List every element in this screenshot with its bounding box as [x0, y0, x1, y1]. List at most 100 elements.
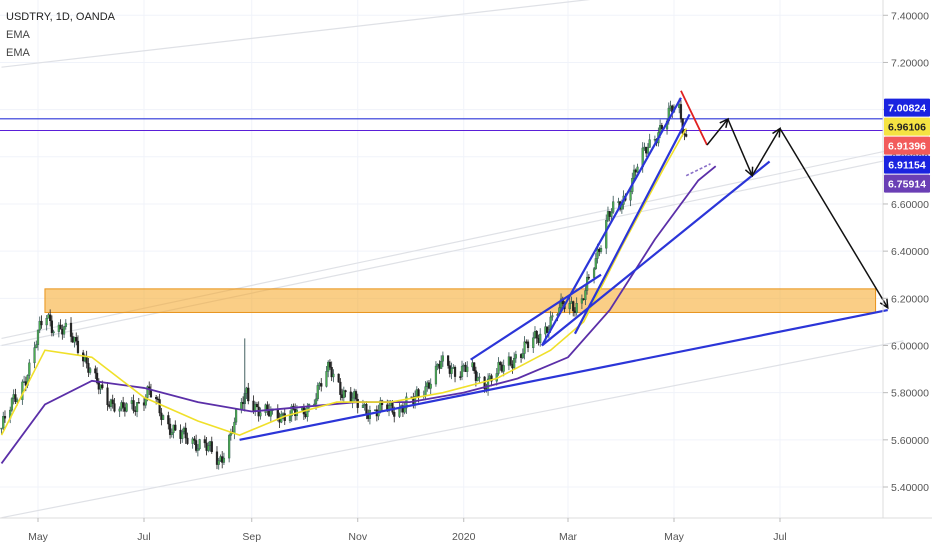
- trendline: [470, 273, 602, 361]
- candle: [71, 332, 74, 343]
- time-axis[interactable]: May Jul Sep Nov 2020 Mar May Jul: [28, 518, 787, 543]
- price-tag-label: 6.96106: [888, 122, 926, 134]
- candle: [441, 351, 444, 367]
- candle: [208, 440, 212, 452]
- candle: [339, 378, 342, 401]
- candle: [365, 401, 368, 420]
- ema-fast-line: [0, 128, 687, 436]
- candle: [643, 142, 646, 151]
- candle: [113, 397, 116, 413]
- candle: [207, 441, 210, 453]
- candle: [584, 285, 587, 306]
- candle: [349, 387, 352, 403]
- chart-legend: USDTRY, 1D, OANDA EMA EMA: [6, 8, 115, 62]
- candle: [132, 394, 135, 414]
- candle: [523, 336, 526, 360]
- candle: [434, 361, 438, 387]
- candle: [10, 397, 14, 412]
- candle: [193, 435, 196, 445]
- candle: [14, 388, 17, 404]
- candle: [245, 386, 248, 400]
- price-tag: 6.91154: [884, 155, 930, 174]
- candle: [580, 294, 584, 310]
- candle: [61, 324, 64, 340]
- candle: [195, 434, 198, 453]
- candle: [679, 100, 683, 123]
- candle: [162, 414, 165, 421]
- candle: [278, 412, 281, 429]
- candle: [606, 206, 610, 222]
- candle: [288, 410, 292, 424]
- candle: [108, 401, 111, 409]
- candle: [446, 355, 450, 369]
- projection-arrow: [706, 117, 729, 146]
- candle: [89, 367, 92, 375]
- candle: [210, 436, 213, 454]
- candle: [179, 424, 182, 444]
- candle: [57, 322, 60, 338]
- candle: [514, 350, 517, 363]
- candle: [186, 432, 189, 445]
- symbol-title[interactable]: USDTRY, 1D, OANDA: [6, 11, 116, 23]
- candle: [361, 399, 365, 408]
- candle: [294, 403, 297, 421]
- candle: [464, 362, 467, 372]
- candle: [450, 362, 453, 380]
- price-tick-label: 7.40000: [891, 10, 929, 22]
- candle: [363, 402, 366, 411]
- candles: [0, 98, 688, 470]
- price-tick-label: 5.60000: [891, 435, 929, 447]
- indicator-ema-1[interactable]: EMA: [6, 29, 30, 41]
- candle: [222, 452, 226, 465]
- time-tick-label: Jul: [773, 531, 786, 543]
- candle: [452, 364, 455, 369]
- candle: [610, 208, 613, 222]
- candle: [69, 317, 73, 343]
- candle: [525, 339, 528, 345]
- price-tick-label: 6.40000: [891, 246, 929, 258]
- candle: [612, 195, 615, 214]
- candle: [497, 357, 500, 376]
- candle: [535, 330, 538, 344]
- candle: [367, 409, 370, 422]
- candle: [215, 446, 219, 470]
- ema-slow-projection: [685, 163, 711, 177]
- candle: [424, 381, 427, 401]
- candle: [94, 365, 97, 379]
- candle: [35, 340, 38, 349]
- candle: [111, 394, 114, 409]
- candle: [130, 397, 133, 410]
- candle: [594, 253, 597, 271]
- candle: [184, 422, 187, 444]
- price-axis[interactable]: 7.400007.200007.000006.800006.600006.400…: [883, 10, 929, 494]
- candle: [337, 373, 340, 383]
- candle: [636, 163, 639, 173]
- candle: [537, 334, 540, 346]
- trendline: [680, 90, 708, 146]
- candle: [290, 403, 293, 422]
- candle: [198, 438, 201, 451]
- candle: [438, 360, 441, 374]
- chart-grid: [0, 0, 883, 518]
- candle: [427, 380, 431, 390]
- candle: [592, 267, 596, 284]
- projection-arrow: [779, 128, 889, 310]
- price-tick-label: 5.40000: [891, 482, 929, 494]
- candle: [478, 373, 481, 383]
- time-tick-label: May: [664, 531, 685, 543]
- faint-trendline: [1, 0, 591, 68]
- candle: [241, 396, 245, 410]
- price-tag: 6.75914: [884, 174, 930, 193]
- candle: [460, 360, 464, 381]
- candle: [316, 382, 319, 402]
- candle: [344, 389, 347, 398]
- candle: [182, 426, 186, 435]
- candle: [511, 360, 514, 374]
- horizontal-levels: [0, 118, 883, 132]
- candle: [356, 393, 359, 414]
- candle: [660, 122, 663, 130]
- indicator-ema-2[interactable]: EMA: [6, 47, 30, 59]
- time-tick-label: Mar: [559, 531, 578, 543]
- candle: [40, 315, 43, 329]
